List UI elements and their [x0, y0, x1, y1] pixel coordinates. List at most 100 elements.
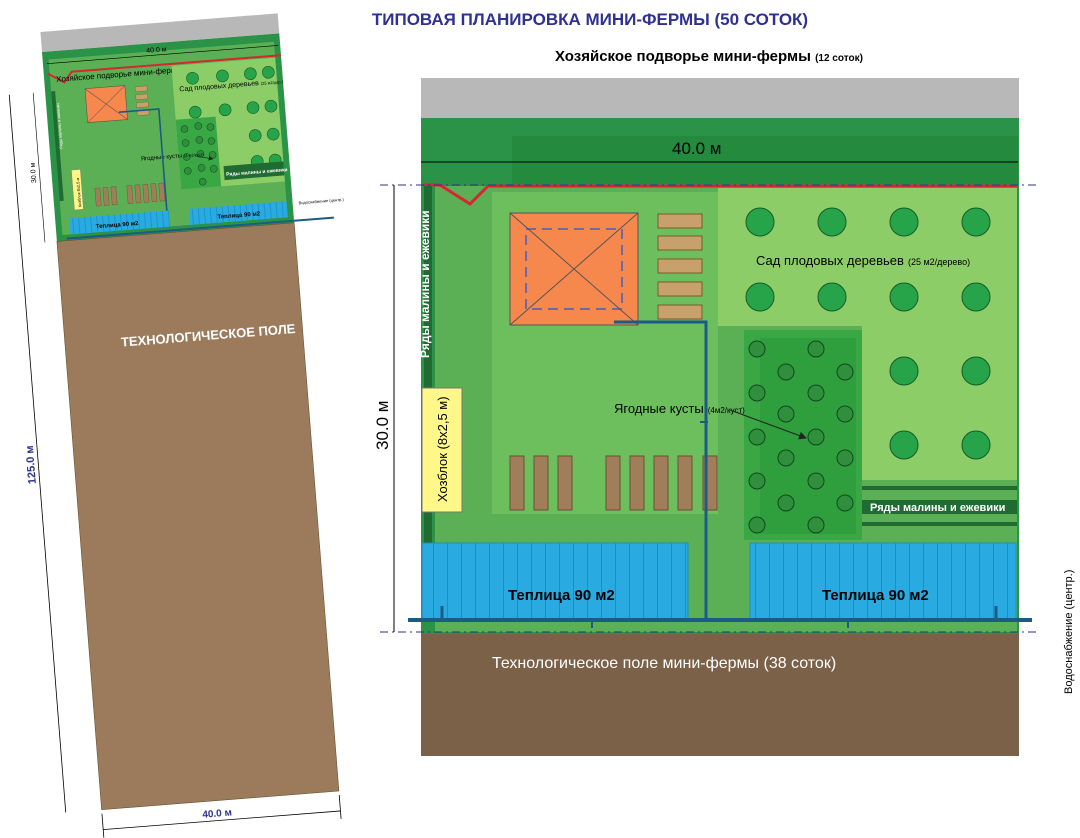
detail-raspberry-label: Ряды малины и ежевики — [870, 502, 1005, 514]
overview-bed — [94, 187, 102, 207]
overview-bed — [136, 101, 149, 108]
overview-bush — [184, 167, 192, 175]
detail-raspberry-side-label: Ряды малины и ежевики — [418, 210, 432, 358]
overview-tree — [248, 129, 262, 142]
detail-shed-label: Хозблок (8х2,5 м) — [435, 396, 450, 502]
detail-field — [421, 634, 1019, 756]
detail-bed — [677, 455, 693, 511]
detail-bush — [836, 363, 854, 381]
overview-raspberry-label: Ряды малины и ежевики — [226, 167, 288, 178]
subtitle-note: (12 соток) — [815, 53, 863, 64]
detail-tree — [817, 207, 847, 237]
detail-garden-label: Сад плодовых деревьев (25 м2/дерево) — [756, 253, 970, 268]
overview-fence — [47, 54, 282, 84]
overview-bush — [194, 122, 203, 130]
page-title: ТИПОВАЯ ПЛАНИРОВКА МИНИ-ФЕРМЫ (50 СОТОК) — [371, 10, 809, 29]
detail-garden-title: Сад плодовых деревьев — [756, 253, 904, 268]
overview-bottom-label: 40.0 м — [202, 807, 232, 820]
detail-bush — [748, 384, 766, 402]
detail-bush — [807, 384, 825, 402]
detail-greenhouse-right-label: Теплица 90 м2 — [822, 587, 929, 604]
overview-greenhouse-label-left: Теплица 90 м2 — [96, 221, 140, 230]
overview-berries-title: Ягодные кусты — [141, 153, 183, 162]
detail-beds-top — [657, 213, 703, 320]
overview-bush — [195, 136, 204, 144]
detail-bush — [777, 363, 795, 381]
overview-bottom-line — [103, 810, 341, 830]
overview-water-label: Водоснабжение (центр.) — [298, 197, 344, 206]
detail-berry-bushes — [748, 340, 854, 534]
detail-house-x2 — [509, 212, 639, 326]
overview-tree — [246, 101, 260, 114]
detail-subtitle: Хозяйское подворье мини-фермы (12 соток) — [555, 48, 863, 65]
detail-bush — [836, 449, 854, 467]
detail-garden-note: (25 м2/дерево) — [908, 257, 970, 267]
detail-bush — [807, 472, 825, 490]
detail-tree — [745, 207, 775, 237]
detail-tree — [961, 430, 991, 460]
overview-height-label: 30.0 м — [30, 162, 39, 183]
overview-shed — [71, 169, 84, 211]
overview-bed — [102, 187, 110, 206]
detail-garden — [718, 188, 1017, 480]
detail-bed — [657, 235, 703, 251]
overview-bed — [158, 182, 166, 202]
overview-tree — [266, 127, 280, 141]
detail-bed — [657, 304, 703, 320]
detail-fruit-trees — [745, 207, 991, 460]
overview-bush — [181, 139, 190, 147]
overview-tree — [218, 103, 232, 117]
detail-tree — [817, 282, 847, 312]
subtitle-main: Хозяйское подворье мини-фермы — [555, 48, 811, 65]
overview-berry-bushes — [180, 122, 218, 186]
overview-tree — [261, 66, 275, 79]
overview-tree — [264, 99, 278, 113]
overview-bush — [209, 165, 218, 173]
detail-tree — [961, 282, 991, 312]
detail-bush — [748, 428, 766, 446]
overview-bush — [198, 178, 207, 186]
detail-bed — [629, 455, 645, 511]
detail-bush — [807, 516, 825, 534]
detail-road — [421, 78, 1019, 118]
detail-raspberry-rows — [862, 486, 1017, 490]
overview-bed — [110, 186, 118, 206]
detail-shed — [421, 387, 463, 513]
detail-tree — [889, 356, 919, 386]
detail-bed — [657, 258, 703, 274]
overview-shed-label: Хозблок 8х2,5 м — [75, 177, 82, 207]
detail-bush — [748, 516, 766, 534]
overview-berries-label: Ягодные кусты (4 м2/куст) — [141, 152, 205, 163]
overview-bush — [182, 153, 191, 161]
overview-bed — [142, 183, 150, 203]
overview-bed — [134, 85, 148, 93]
detail-raspberry-rows — [862, 500, 1017, 514]
overview-field — [56, 222, 340, 810]
overview-pipe — [118, 108, 169, 225]
overview-bed — [150, 183, 158, 203]
detail-bush — [748, 340, 766, 358]
detail-bush — [836, 494, 854, 512]
overview-length-label: 125.0 м — [24, 445, 39, 485]
detail-bed — [509, 455, 525, 511]
detail-bed — [657, 281, 703, 297]
overview-beds-bottom — [94, 182, 166, 207]
overview-bed — [126, 185, 134, 204]
overview-tree — [216, 69, 229, 83]
detail-tree — [889, 430, 919, 460]
overview-berries-note: (4 м2/куст) — [184, 152, 205, 159]
overview-berries-arrow — [196, 155, 214, 161]
detail-height-label: 30.0 м — [373, 401, 392, 451]
overview-bush — [207, 137, 216, 145]
detail-bush — [777, 405, 795, 423]
overview-bush — [196, 150, 205, 158]
detail-bed — [605, 455, 621, 511]
overview-greenhouse-left — [69, 210, 171, 235]
detail-greenhouse-right — [749, 542, 1017, 622]
detail-plan: 40.0 м 30.0 м Ряды малины и ежевики Сад … — [373, 78, 1075, 756]
detail-beds-bottom — [509, 455, 718, 511]
detail-bush — [836, 405, 854, 423]
overview-width-label: 40.0 м — [146, 46, 167, 55]
overview-bottom-tick — [101, 813, 105, 838]
